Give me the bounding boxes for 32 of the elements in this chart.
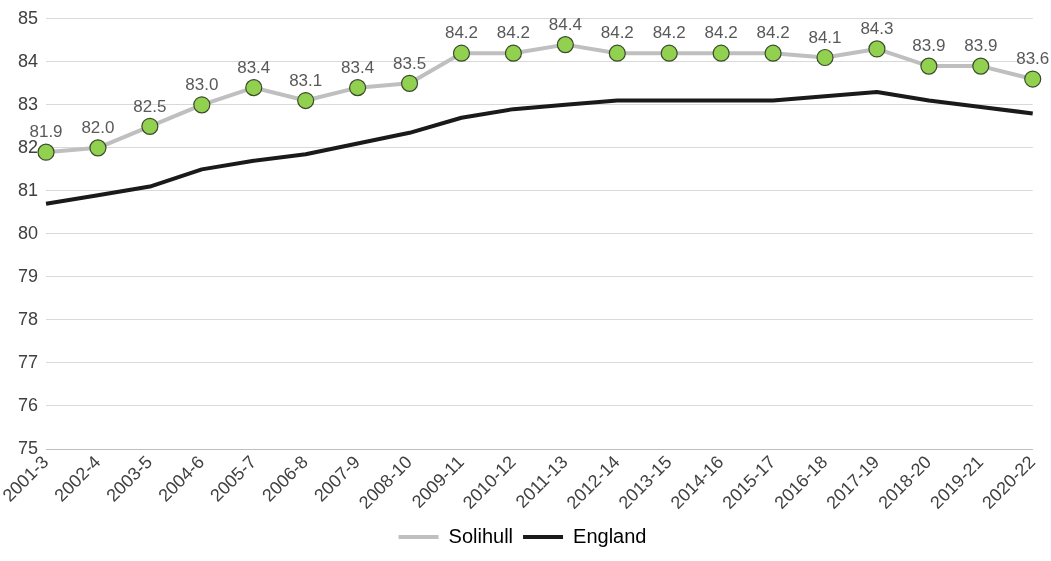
y-tick-label: 84 bbox=[17, 50, 39, 71]
data-label: 83.5 bbox=[393, 53, 427, 73]
data-label: 84.2 bbox=[704, 23, 738, 43]
data-label: 83.1 bbox=[289, 70, 323, 90]
data-label: 84.2 bbox=[652, 23, 686, 43]
data-label: 83.4 bbox=[237, 57, 271, 77]
y-tick-label: 75 bbox=[17, 437, 39, 458]
data-label: 82.0 bbox=[81, 118, 115, 138]
legend-label: Solihull bbox=[448, 524, 514, 547]
data-label: 84.4 bbox=[548, 14, 582, 34]
data-label: 84.1 bbox=[808, 27, 842, 47]
data-label: 84.2 bbox=[756, 23, 790, 43]
y-tick-label: 82 bbox=[17, 136, 39, 157]
y-tick-label: 81 bbox=[17, 179, 39, 200]
legend-label: England bbox=[573, 524, 647, 547]
y-tick-label: 78 bbox=[17, 308, 39, 329]
data-label: 83.9 bbox=[964, 36, 998, 56]
y-tick-label: 76 bbox=[17, 394, 39, 415]
data-label: 83.6 bbox=[1016, 49, 1050, 69]
y-tick-label: 80 bbox=[17, 222, 39, 243]
data-label: 84.3 bbox=[860, 19, 894, 39]
y-tick-label: 79 bbox=[17, 265, 39, 286]
data-label: 84.2 bbox=[496, 23, 530, 43]
data-label: 84.2 bbox=[600, 23, 634, 43]
data-label: 82.5 bbox=[133, 96, 167, 116]
data-label: 84.2 bbox=[444, 23, 479, 43]
data-label: 83.4 bbox=[341, 57, 375, 77]
y-tick-label: 83 bbox=[17, 93, 39, 114]
y-tick-label: 85 bbox=[17, 7, 39, 28]
data-label: 83.9 bbox=[912, 36, 946, 56]
y-tick-label: 77 bbox=[17, 351, 39, 372]
data-label: 83.0 bbox=[185, 75, 219, 95]
